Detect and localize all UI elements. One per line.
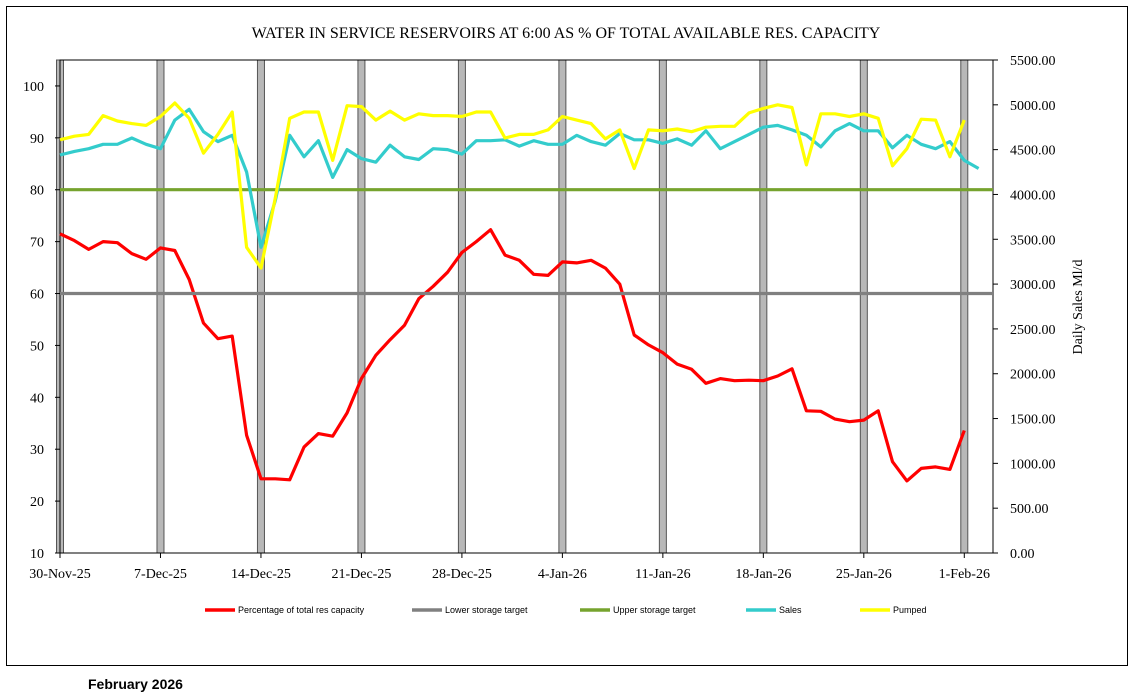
y-right-tick-label: 1000.00 (1010, 457, 1056, 472)
y-right-tick-label: 3000.00 (1010, 278, 1056, 293)
y-left-tick-label: 40 (30, 391, 44, 406)
y-right-tick-label: 500.00 (1010, 502, 1049, 517)
y-left-tick-label: 100 (23, 80, 44, 95)
x-tick-label: 21-Dec-25 (331, 567, 391, 582)
x-tick-label: 28-Dec-25 (432, 567, 492, 582)
plot-border (59, 59, 994, 554)
y-right-tick-label: 1500.00 (1010, 413, 1056, 428)
footer-date-label: February 2026 (88, 676, 183, 692)
x-tick-label: 25-Jan-26 (836, 567, 892, 582)
legend-label: Lower storage target (445, 605, 528, 615)
y-left-tick-label: 20 (30, 495, 44, 510)
weekend-band (156, 59, 165, 554)
plot-area: 1020304050607080901000.00500.001000.0015… (23, 54, 1056, 582)
weekend-band (859, 59, 868, 554)
x-tick-label: 4-Jan-26 (538, 567, 587, 582)
x-tick-label: 14-Dec-25 (231, 567, 291, 582)
x-tick-label: 7-Dec-25 (134, 567, 187, 582)
y-left-tick-label: 60 (30, 288, 44, 303)
weekend-band (558, 59, 567, 554)
y-right-tick-label: 5500.00 (1010, 54, 1056, 69)
legend-label: Pumped (893, 605, 927, 615)
y-left-tick-label: 80 (30, 184, 44, 199)
weekend-band (457, 59, 466, 554)
chart-title: WATER IN SERVICE RESERVOIRS AT 6:00 AS %… (252, 25, 881, 42)
y-right-axis-label: Daily Sales Ml/d (1071, 260, 1086, 355)
y-left-tick-label: 30 (30, 443, 44, 458)
x-tick-label: 30-Nov-25 (29, 567, 90, 582)
y-right-tick-label: 2000.00 (1010, 368, 1056, 383)
legend-label: Upper storage target (613, 605, 696, 615)
y-right-tick-label: 4000.00 (1010, 188, 1056, 203)
y-right-tick-label: 2500.00 (1010, 323, 1056, 338)
y-right-tick-label: 3500.00 (1010, 233, 1056, 248)
x-tick-label: 1-Feb-26 (939, 567, 990, 582)
y-right-tick-label: 0.00 (1010, 547, 1035, 562)
series-percentage-of-total-res-capacity-line (59, 228, 966, 483)
x-tick-label: 11-Jan-26 (635, 567, 690, 582)
x-tick-label: 18-Jan-26 (735, 567, 791, 582)
legend: Percentage of total res capacity Lower st… (205, 605, 927, 615)
y-left-tick-label: 10 (30, 547, 44, 562)
y-left-tick-label: 70 (30, 236, 44, 251)
y-right-tick-label: 4500.00 (1010, 144, 1056, 159)
y-left-tick-label: 90 (30, 132, 44, 147)
weekend-band (759, 59, 768, 554)
weekend-band (658, 59, 667, 554)
series-pumped-line (59, 101, 966, 270)
weekend-band (357, 59, 366, 554)
legend-label: Percentage of total res capacity (238, 605, 365, 615)
y-left-tick-label: 50 (30, 339, 44, 354)
weekend-band (960, 59, 969, 554)
y-right-tick-label: 5000.00 (1010, 99, 1056, 114)
legend-label: Sales (779, 605, 802, 615)
